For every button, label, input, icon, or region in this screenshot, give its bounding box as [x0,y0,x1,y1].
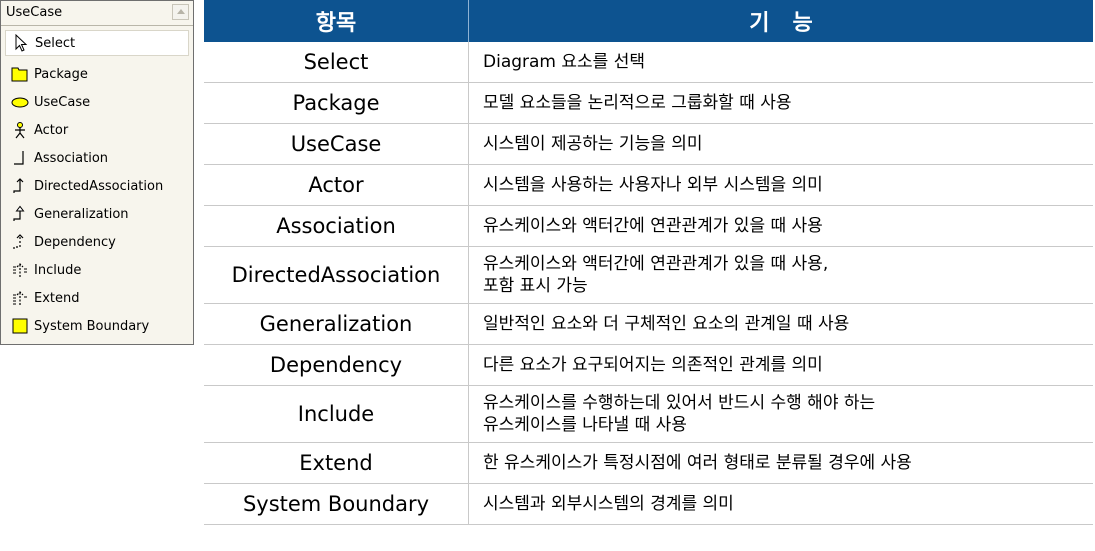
palette-item-label: Generalization [34,206,129,222]
row-desc: 시스템이 제공하는 기능을 의미 [468,123,1093,165]
row-item: System Boundary [204,483,469,525]
header-function: 기 능 [468,0,1093,42]
table-row: System Boundary 시스템과 외부시스템의 경계를 의미 [204,483,1093,525]
extend-arrow-icon [11,289,29,307]
row-item: Select [204,42,469,83]
header-item: 항목 [204,0,469,42]
row-desc: 한 유스케이스가 특정시점에 여러 형태로 분류될 경우에 사용 [468,442,1093,484]
table-row: UseCase 시스템이 제공하는 기능을 의미 [204,123,1093,165]
table-row: Dependency 다른 요소가 요구되어지는 의존적인 관계를 의미 [204,344,1093,386]
palette-item-system-boundary[interactable]: System Boundary [5,312,189,340]
row-item: Include [204,385,469,443]
row-item: Dependency [204,344,469,386]
actor-stickman-icon [11,121,29,139]
table-row: Actor 시스템을 사용하는 사용자나 외부 시스템을 의미 [204,164,1093,206]
table-row: Package 모델 요소들을 논리적으로 그룹화할 때 사용 [204,82,1093,124]
row-desc: 시스템과 외부시스템의 경계를 의미 [468,483,1093,525]
table-row: Include 유스케이스를 수행하는데 있어서 반드시 수행 해야 하는 유스… [204,385,1093,443]
row-item: Actor [204,164,469,206]
row-desc: 유스케이스와 액터간에 연관관계가 있을 때 사용, 포함 표시 가능 [468,246,1093,304]
table-row: Extend 한 유스케이스가 특정시점에 여러 형태로 분류될 경우에 사용 [204,442,1093,484]
palette-item-association[interactable]: Association [5,144,189,172]
description-table-wrap: 항목 기 능 Select Diagram 요소를 선택 Package 모델 … [204,0,1093,525]
palette-item-dependency[interactable]: Dependency [5,228,189,256]
description-table: 항목 기 능 Select Diagram 요소를 선택 Package 모델 … [204,0,1093,525]
palette-item-label: DirectedAssociation [34,178,164,194]
row-item: Extend [204,442,469,484]
palette-item-label: Package [34,66,88,82]
usecase-palette: UseCase Select Package UseCase Actor [0,0,194,345]
palette-item-label: Dependency [34,234,116,250]
palette-item-include[interactable]: Include [5,256,189,284]
palette-header: UseCase [1,1,193,26]
row-desc: 유스케이스를 수행하는데 있어서 반드시 수행 해야 하는 유스케이스를 나타낼… [468,385,1093,443]
row-item: UseCase [204,123,469,165]
usecase-ellipse-icon [11,93,29,111]
palette-item-usecase[interactable]: UseCase [5,88,189,116]
palette-item-label: UseCase [34,94,91,110]
table-row: Generalization 일반적인 요소와 더 구체적인 요소의 관계일 때… [204,303,1093,345]
package-folder-icon [11,65,29,83]
palette-item-label: Extend [34,290,80,306]
row-item: DirectedAssociation [204,246,469,304]
scroll-up-button[interactable] [172,4,189,20]
palette-list: Select Package UseCase Actor Association [1,26,193,340]
row-desc: 모델 요소들을 논리적으로 그룹화할 때 사용 [468,82,1093,124]
palette-item-directedassociation[interactable]: DirectedAssociation [5,172,189,200]
row-item: Association [204,205,469,247]
include-arrow-icon [11,261,29,279]
system-boundary-box-icon [11,317,29,335]
palette-item-label: Actor [34,122,69,138]
row-item: Package [204,82,469,124]
row-desc: 다른 요소가 요구되어지는 의존적인 관계를 의미 [468,344,1093,386]
table-header-row: 항목 기 능 [204,0,1093,42]
association-line-icon [11,149,29,167]
generalization-arrow-icon [11,205,29,223]
directed-association-icon [11,177,29,195]
table-row: DirectedAssociation 유스케이스와 액터간에 연관관계가 있을… [204,246,1093,304]
palette-item-extend[interactable]: Extend [5,284,189,312]
palette-item-select[interactable]: Select [5,30,189,56]
cursor-arrow-icon [12,34,30,52]
row-desc: 일반적인 요소와 더 구체적인 요소의 관계일 때 사용 [468,303,1093,345]
palette-item-package[interactable]: Package [5,60,189,88]
palette-item-actor[interactable]: Actor [5,116,189,144]
palette-item-label: System Boundary [34,318,150,334]
row-item: Generalization [204,303,469,345]
table-row: Association 유스케이스와 액터간에 연관관계가 있을 때 사용 [204,205,1093,247]
palette-item-label: Include [34,262,82,278]
table-row: Select Diagram 요소를 선택 [204,42,1093,83]
row-desc: 시스템을 사용하는 사용자나 외부 시스템을 의미 [468,164,1093,206]
palette-item-label: Association [34,150,109,166]
row-desc: 유스케이스와 액터간에 연관관계가 있을 때 사용 [468,205,1093,247]
palette-title: UseCase [6,5,63,20]
palette-item-label: Select [35,35,76,51]
row-desc: Diagram 요소를 선택 [468,42,1093,83]
palette-item-generalization[interactable]: Generalization [5,200,189,228]
dependency-dashed-arrow-icon [11,233,29,251]
